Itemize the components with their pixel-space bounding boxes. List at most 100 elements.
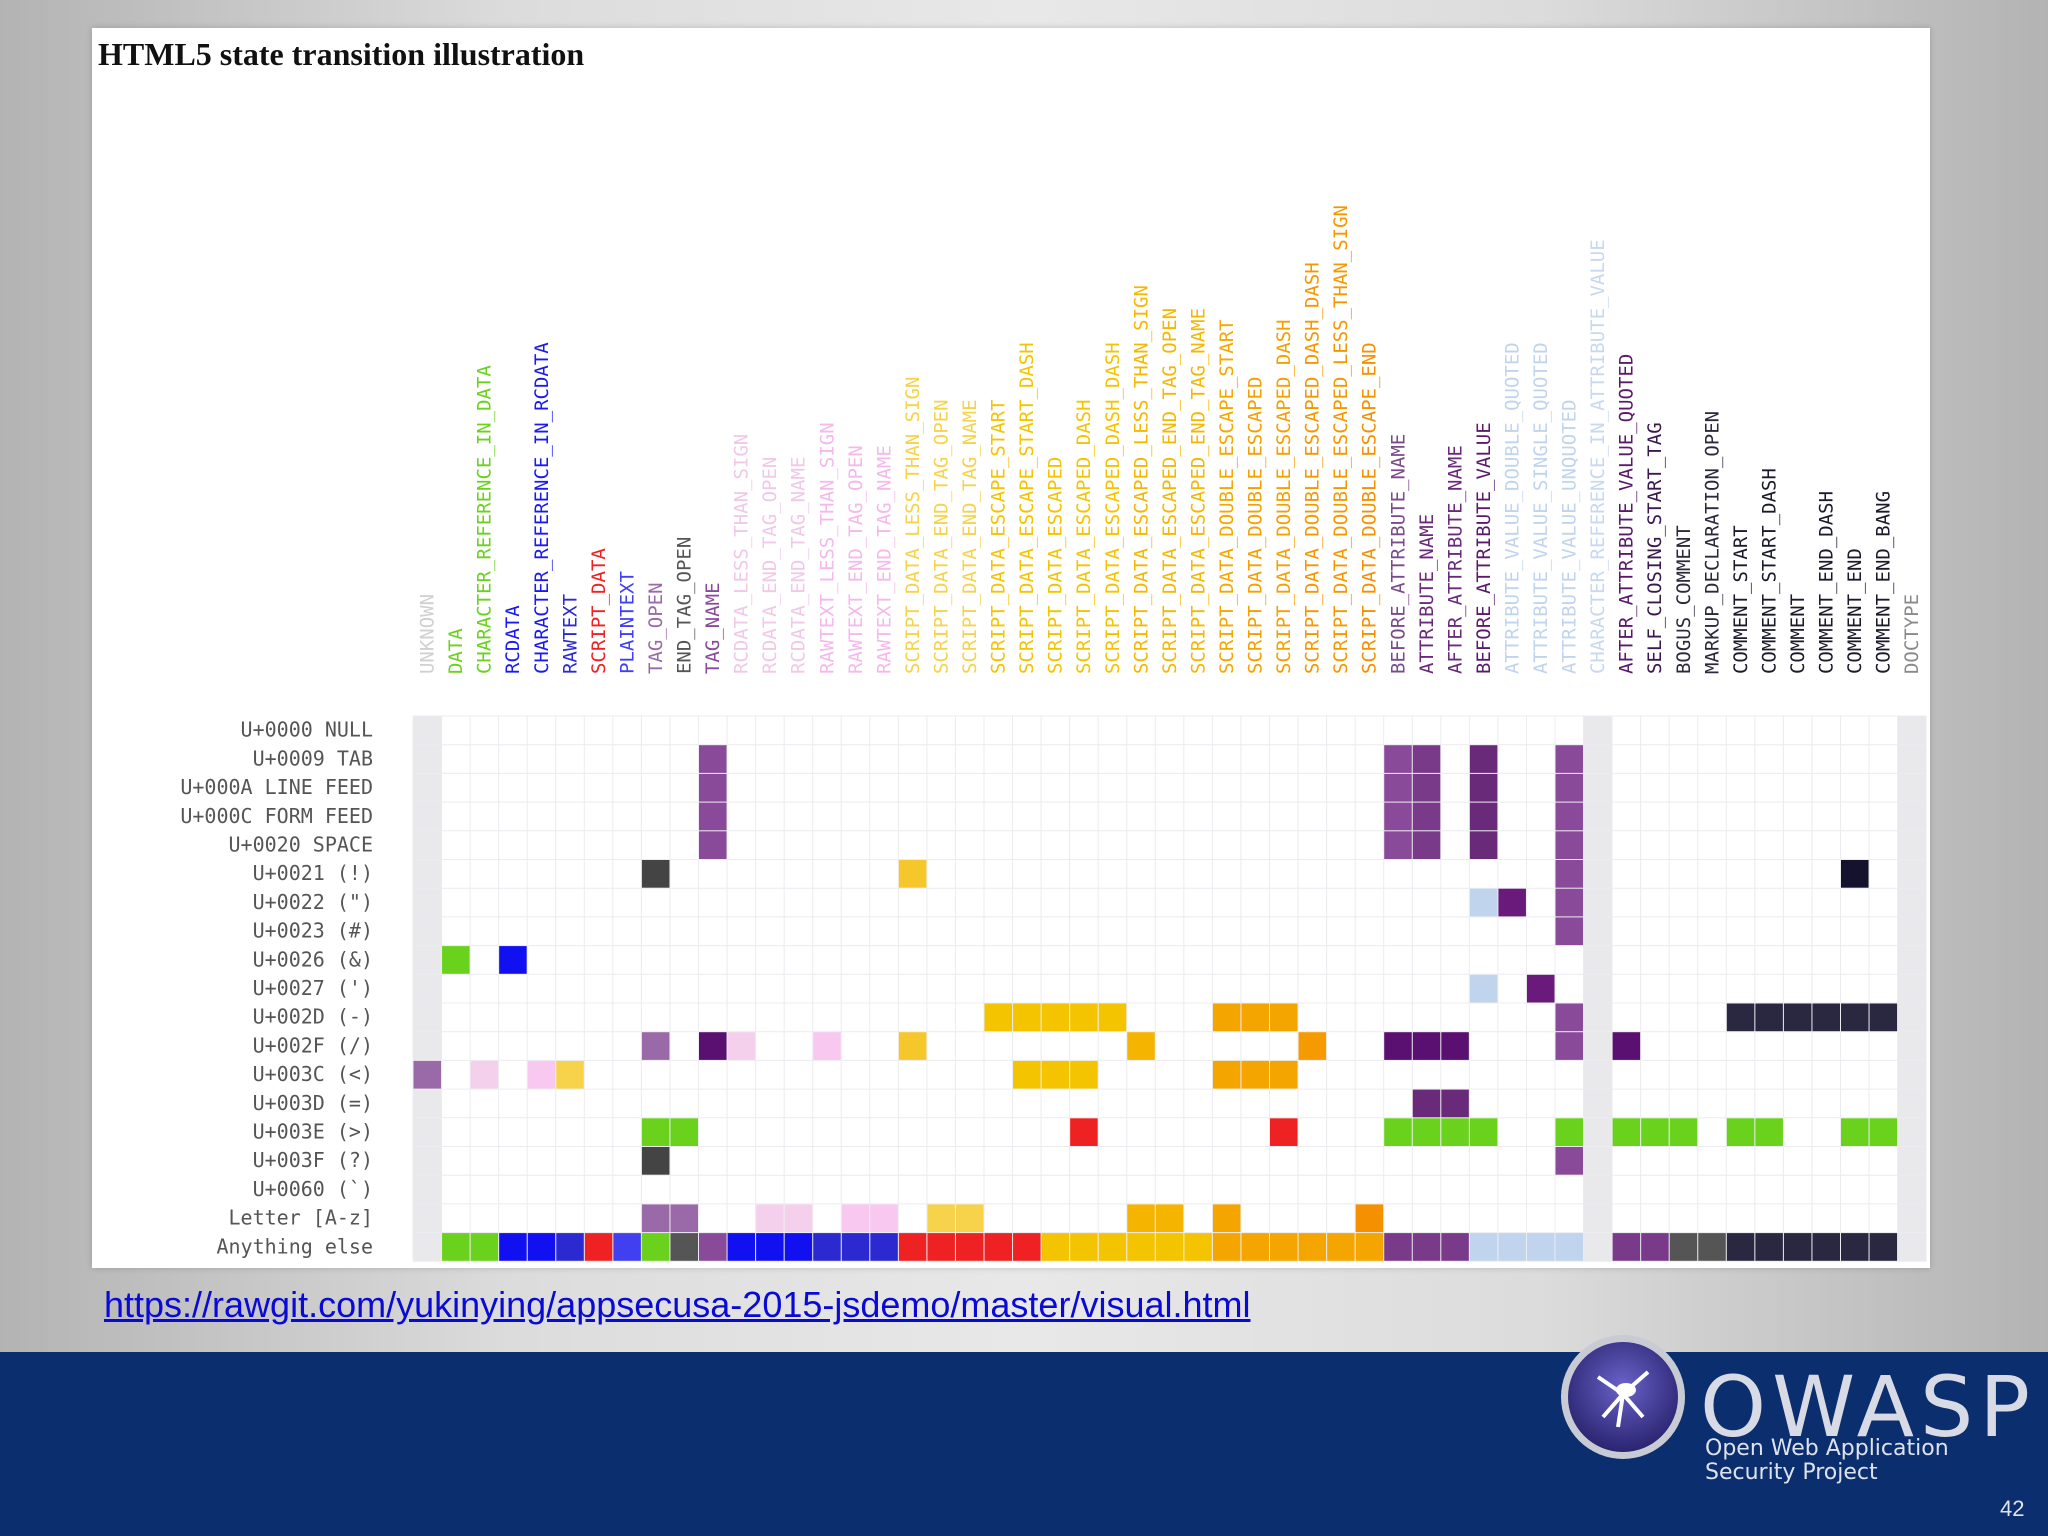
column-label: RCDATA_END_TAG_OPEN <box>759 457 781 674</box>
heatmap-cell <box>641 1233 670 1261</box>
column-label: BOGUS_COMMENT <box>1673 525 1695 674</box>
heatmap-cell <box>1783 1003 1812 1032</box>
heatmap-cell <box>1098 1233 1127 1261</box>
heatmap-cell <box>670 1204 698 1233</box>
heatmap-cell <box>898 860 927 888</box>
heatmap-cell <box>699 831 727 859</box>
heatmap-cell <box>1155 1233 1184 1261</box>
heatmap-cell <box>1155 1204 1184 1233</box>
owasp-tagline-line-2: Security Project <box>1705 1460 1878 1485</box>
row-label: U+003C (<) <box>253 1062 373 1086</box>
slide-footer <box>0 1352 2048 1536</box>
heatmap-grid-background <box>413 716 1927 1262</box>
column-label: RAWTEXT_LESS_THAN_SIGN <box>816 422 838 674</box>
source-url-link[interactable]: https://rawgit.com/yukinying/appsecusa-2… <box>104 1284 1251 1325</box>
column-label: SCRIPT_DATA_LESS_THAN_SIGN <box>902 377 924 674</box>
heatmap-cell <box>1098 1003 1127 1032</box>
heatmap-cell <box>1013 1233 1041 1261</box>
heatmap-highlight-column <box>413 716 442 1262</box>
row-label: U+0021 (!) <box>253 861 373 885</box>
column-label: SELF_CLOSING_START_TAG <box>1644 422 1666 674</box>
heatmap-cell <box>1498 888 1526 917</box>
heatmap-cell <box>1041 1233 1070 1261</box>
heatmap-cell <box>1612 1032 1641 1060</box>
row-label: U+002D (-) <box>253 1005 373 1029</box>
heatmap-cell <box>1469 888 1498 917</box>
heatmap-cell <box>1841 1003 1869 1032</box>
heatmap-cell <box>1384 1118 1412 1146</box>
column-label: SCRIPT_DATA_ESCAPE_START_DASH <box>1016 342 1038 674</box>
heatmap-cell <box>556 1060 584 1089</box>
owasp-wordmark: OWASP <box>1700 1358 2037 1456</box>
heatmap-cell <box>1384 773 1412 802</box>
heatmap-cell <box>1755 1233 1783 1261</box>
heatmap-cell <box>1783 1233 1812 1261</box>
heatmap-cell <box>641 860 670 888</box>
heatmap-cell <box>641 1118 670 1146</box>
row-label: U+000C FORM FEED <box>180 804 373 828</box>
heatmap-cell <box>1298 1032 1327 1060</box>
column-label: COMMENT <box>1787 594 1809 674</box>
heatmap-cell <box>699 773 727 802</box>
column-label: SCRIPT_DATA_ESCAPED_LESS_THAN_SIGN <box>1130 285 1152 674</box>
heatmap-cell <box>699 745 727 773</box>
column-label: SCRIPT_DATA_DOUBLE_ESCAPE_START <box>1216 319 1238 674</box>
heatmap-cell <box>1070 1003 1098 1032</box>
heatmap-cell <box>1184 1233 1212 1261</box>
heatmap-cell <box>1526 974 1555 1003</box>
row-label: U+0026 (&) <box>253 947 373 971</box>
column-label: COMMENT_START <box>1730 525 1752 674</box>
heatmap-cell <box>699 802 727 831</box>
heatmap-cell <box>898 1233 927 1261</box>
heatmap-cell <box>670 1233 698 1261</box>
column-label: UNKNOWN <box>417 594 439 674</box>
heatmap-cell <box>870 1233 898 1261</box>
heatmap-cell <box>784 1204 813 1233</box>
heatmap-cell <box>1013 1060 1041 1089</box>
heatmap-cell <box>1726 1003 1755 1032</box>
heatmap-cell <box>870 1204 898 1233</box>
column-label: COMMENT_END <box>1844 548 1866 674</box>
row-label: U+002F (/) <box>253 1033 373 1057</box>
heatmap-cell <box>927 1204 955 1233</box>
heatmap-cell <box>1412 831 1441 859</box>
heatmap-cell <box>1641 1118 1669 1146</box>
heatmap-cell <box>1441 1118 1469 1146</box>
heatmap-cell <box>584 1233 613 1261</box>
heatmap-cell <box>442 1233 470 1261</box>
row-label: U+000A LINE FEED <box>180 775 373 799</box>
heatmap-cell <box>1384 1032 1412 1060</box>
heatmap-cell <box>955 1204 984 1233</box>
heatmap-cell <box>556 1233 584 1261</box>
heatmap-cell <box>499 1233 527 1261</box>
column-label: ATTRIBUTE_VALUE_DOUBLE_QUOTED <box>1501 342 1523 674</box>
heatmap-cell <box>1241 1233 1269 1261</box>
column-label: ATTRIBUTE_VALUE_UNQUOTED <box>1559 399 1581 674</box>
column-label: SCRIPT_DATA_DOUBLE_ESCAPED_DASH <box>1273 319 1295 674</box>
heatmap-cell <box>1412 1089 1441 1118</box>
heatmap-cell <box>1070 1233 1098 1261</box>
heatmap-cell <box>1612 1118 1641 1146</box>
heatmap-cell <box>727 1032 756 1060</box>
column-label: SCRIPT_DATA_ESCAPED_DASH_DASH <box>1102 342 1124 674</box>
heatmap-cell <box>984 1233 1013 1261</box>
heatmap-cell <box>1355 1204 1384 1233</box>
heatmap-highlight-column <box>1897 716 1927 1262</box>
heatmap-cell <box>1412 745 1441 773</box>
heatmap-cell <box>1612 1233 1641 1261</box>
column-label: AFTER_ATTRIBUTE_NAME <box>1444 445 1466 674</box>
heatmap-cell <box>1869 1003 1898 1032</box>
heatmap-cell <box>813 1032 841 1060</box>
column-label: TAG_NAME <box>702 582 724 674</box>
heatmap-cell <box>1555 1233 1584 1261</box>
heatmap-cell <box>1555 1032 1584 1060</box>
row-label: Anything else <box>216 1234 373 1258</box>
column-label: PLAINTEXT <box>616 571 638 674</box>
heatmap-cell <box>1070 1118 1098 1146</box>
heatmap-cell <box>1441 1233 1469 1261</box>
column-label: END_TAG_OPEN <box>674 537 696 674</box>
heatmap-cell <box>1555 745 1584 773</box>
heatmap-cell <box>1555 773 1584 802</box>
column-label: RCDATA_END_TAG_NAME <box>788 457 810 674</box>
row-label: U+003E (>) <box>253 1119 373 1143</box>
